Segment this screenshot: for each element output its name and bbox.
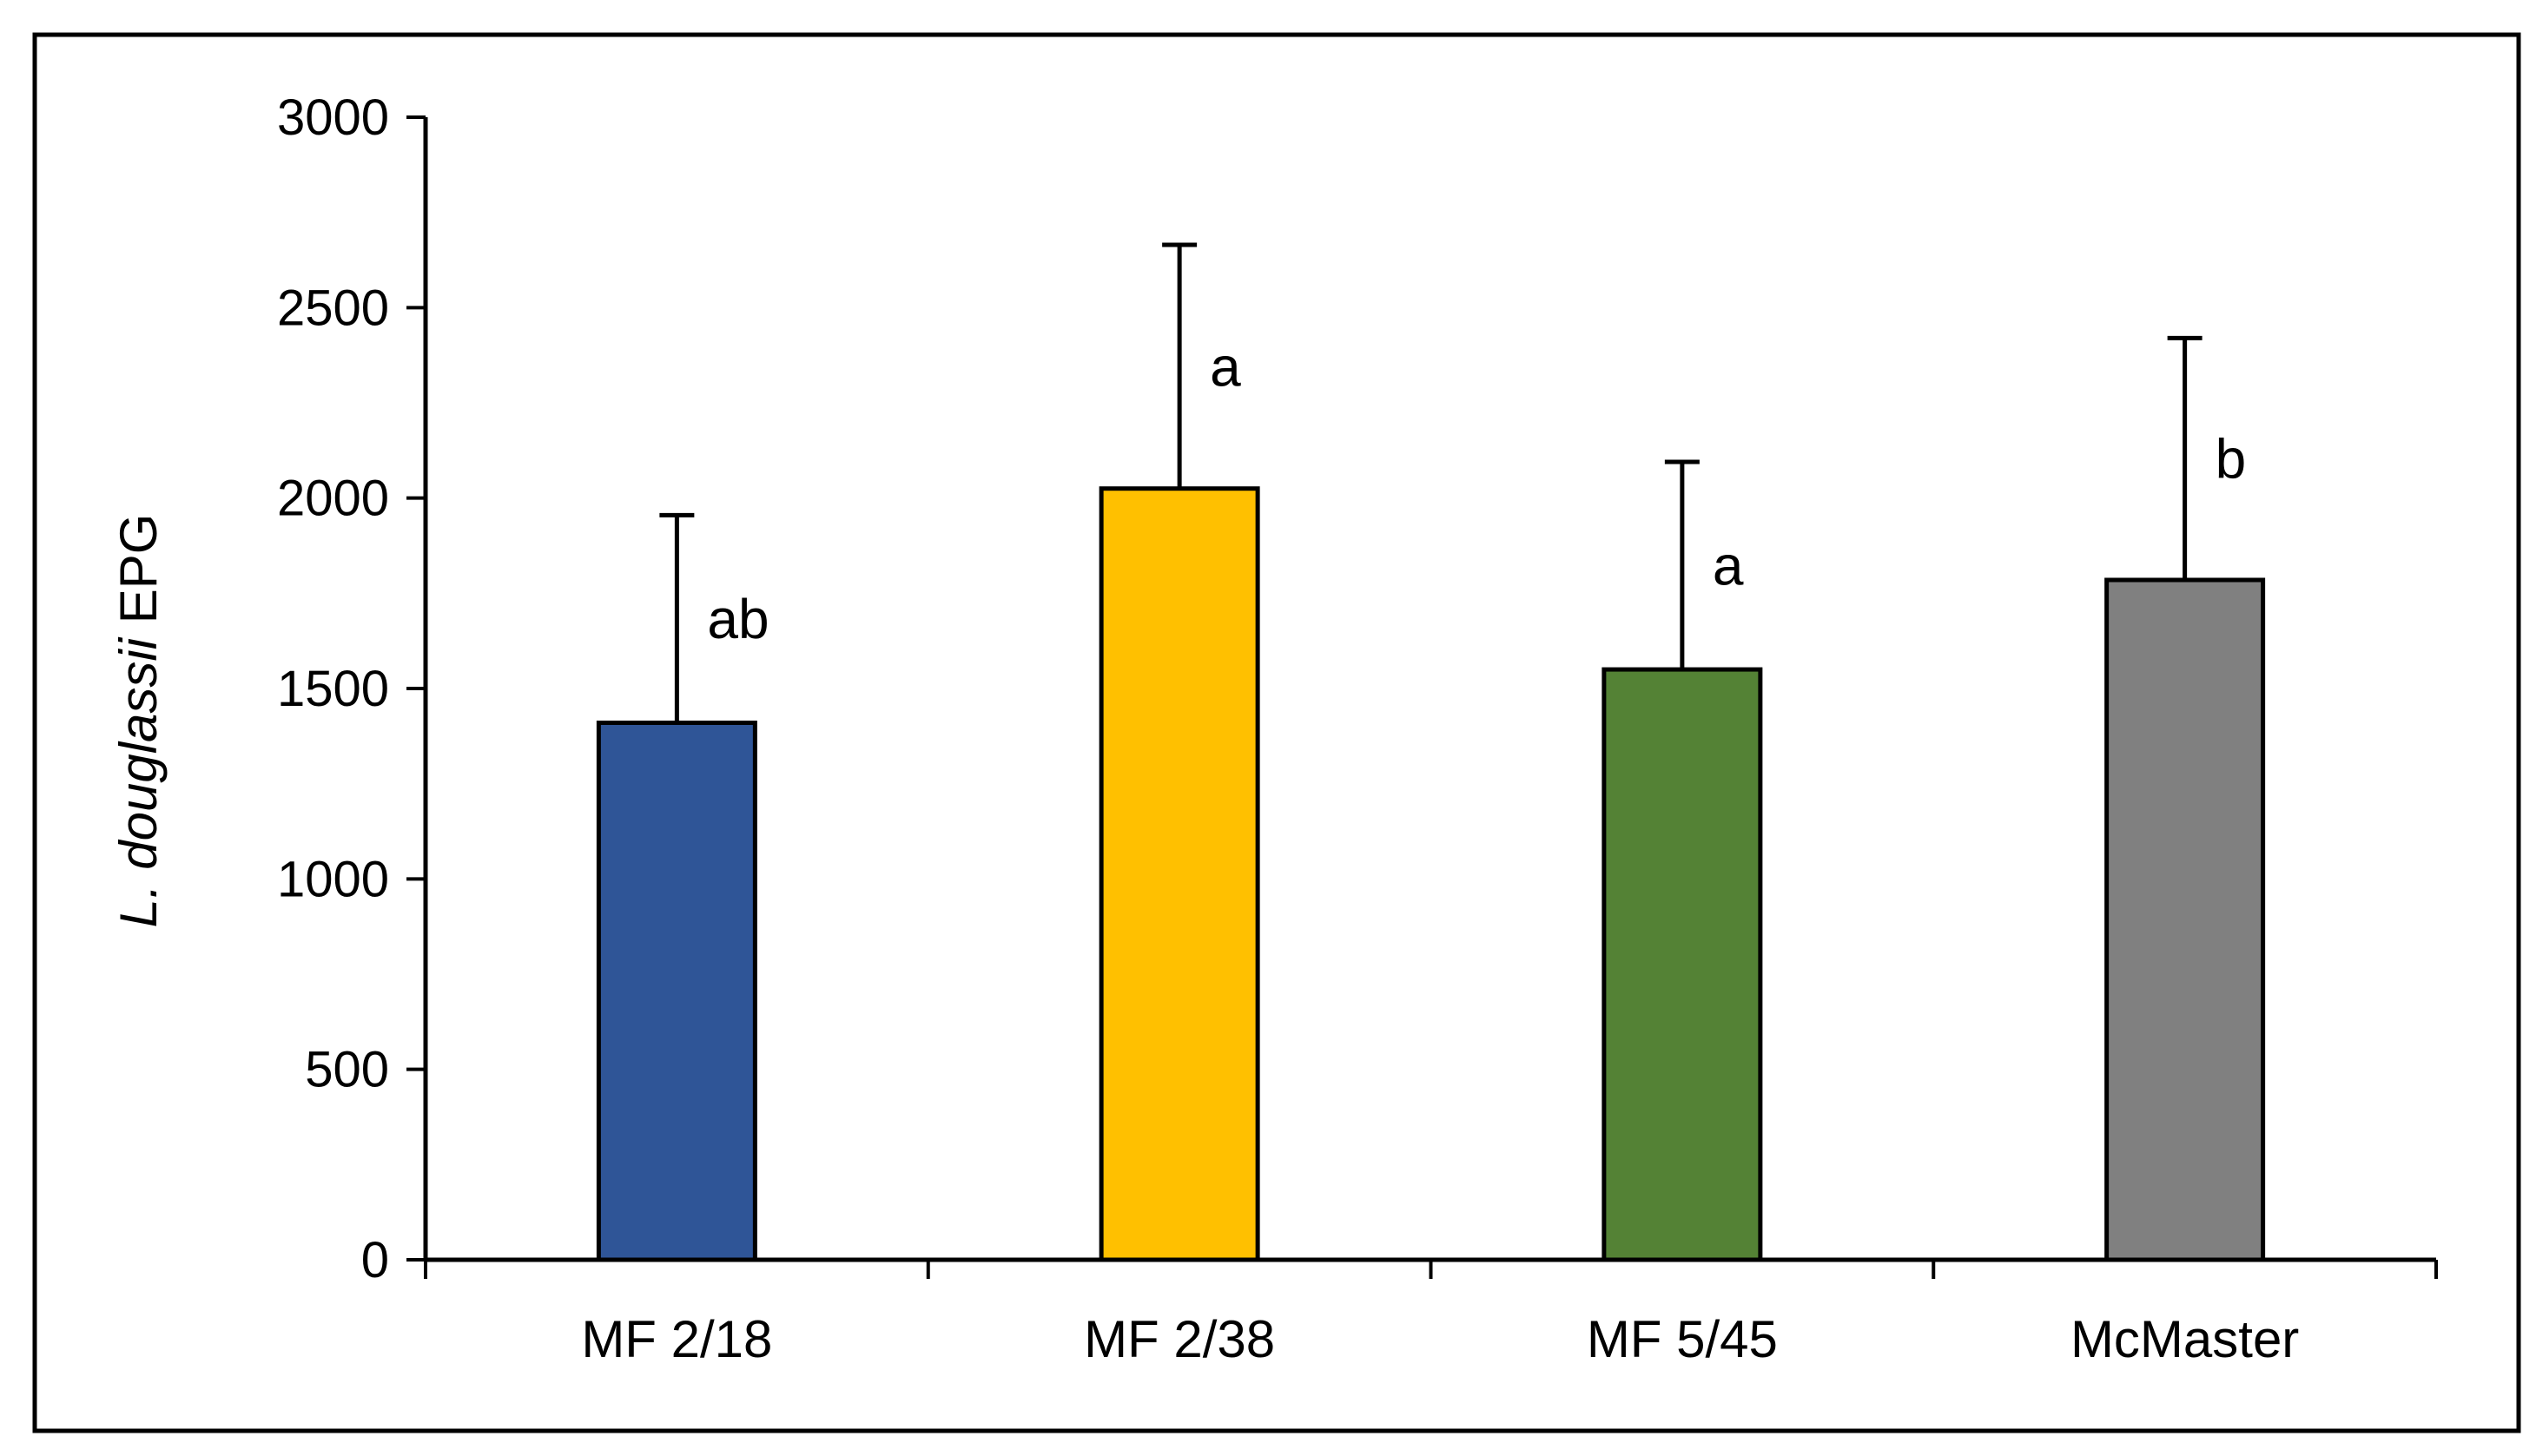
bar — [1602, 667, 1763, 1262]
y-axis-title-species: L. douglassii — [109, 636, 168, 927]
significance-label: a — [1713, 535, 1744, 597]
y-tick-label: 2000 — [277, 471, 389, 527]
y-tick-label: 3000 — [277, 89, 389, 146]
y-tick-label: 1500 — [277, 661, 389, 717]
x-tick-label: McMaster — [2070, 1310, 2299, 1368]
x-tick-label: MF 2/38 — [1084, 1310, 1275, 1368]
significance-label: b — [2216, 428, 2247, 491]
y-tick-label: 500 — [305, 1042, 389, 1098]
x-tick-label: MF 5/45 — [1587, 1310, 1778, 1368]
bar — [1099, 486, 1260, 1262]
significance-label: ab — [707, 588, 769, 650]
bar — [2104, 577, 2266, 1262]
y-axis-title-unit: EPG — [109, 514, 168, 638]
significance-label: a — [1210, 335, 1241, 398]
y-tick-label: 0 — [361, 1232, 389, 1288]
y-tick-label: 2500 — [277, 280, 389, 336]
y-tick-label: 1000 — [277, 851, 389, 907]
x-tick-label: MF 2/18 — [581, 1310, 772, 1368]
bar — [596, 720, 757, 1262]
y-axis-title: L. douglassii EPG — [109, 514, 168, 928]
